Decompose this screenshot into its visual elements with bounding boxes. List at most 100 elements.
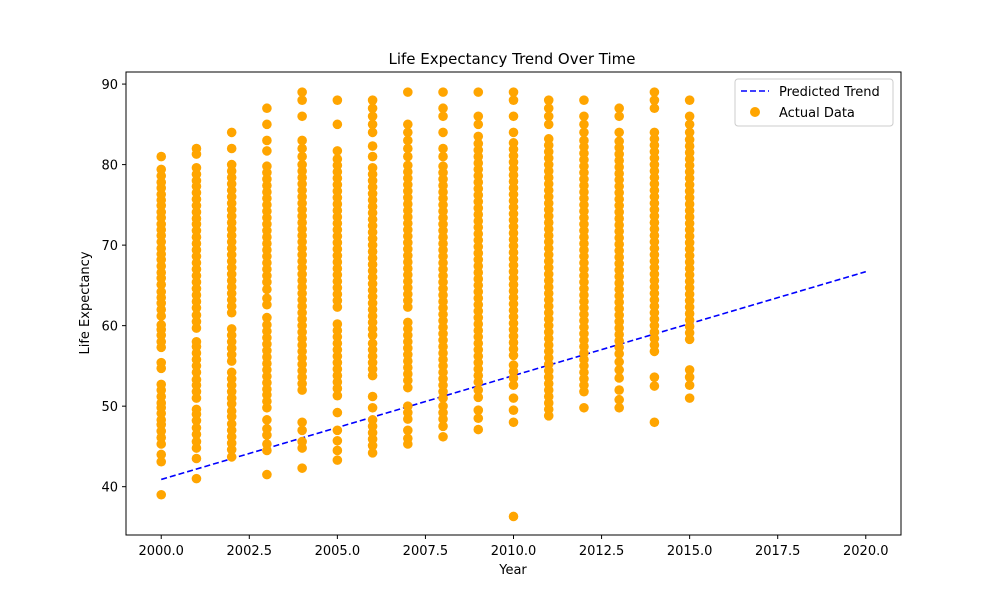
scatter-point: [226, 419, 237, 429]
scatter-point: [438, 103, 448, 114]
scatter-point: [297, 463, 307, 473]
scatter-point: [508, 360, 519, 370]
scatter-point: [332, 435, 343, 446]
scatter-point: [191, 436, 202, 447]
scatter-point: [367, 141, 378, 151]
scatter-point: [191, 423, 202, 433]
scatter-point: [543, 119, 554, 130]
y-tick-label: 40: [101, 481, 118, 496]
scatter-point: [226, 127, 237, 138]
scatter-point: [614, 103, 624, 114]
scatter-point: [367, 127, 378, 138]
scatter-point: [156, 164, 167, 175]
x-tick-label: 2020.0: [843, 544, 889, 559]
scatter-point: [403, 143, 413, 154]
scatter-point: [649, 417, 660, 428]
scatter-point: [403, 433, 413, 444]
scatter-point: [649, 103, 660, 114]
scatter-point: [297, 425, 307, 436]
legend-dot-swatch: [750, 107, 760, 117]
scatter-point: [226, 367, 237, 378]
x-tick-label: 2002.5: [227, 544, 273, 559]
scatter-point: [543, 103, 554, 114]
scatter-point: [191, 336, 202, 347]
scatter-point: [297, 135, 307, 146]
scatter-point: [297, 151, 307, 162]
scatter-point: [508, 393, 519, 403]
legend-box: [734, 78, 894, 127]
scatter-point: [684, 380, 695, 391]
scatter-point: [156, 449, 167, 460]
scatter-point: [649, 372, 660, 382]
scatter-point: [226, 452, 237, 462]
scatter-point: [332, 146, 343, 156]
scatter-point: [473, 413, 484, 424]
scatter-point: [367, 119, 378, 130]
scatter-point: [649, 95, 660, 105]
x-tick-label: 2015.0: [667, 544, 713, 559]
scatter-point: [332, 407, 343, 418]
scatter-point: [684, 134, 695, 145]
scatter-point: [191, 374, 202, 385]
scatter-point: [438, 143, 448, 154]
scatter-point: [543, 134, 554, 144]
scatter-point: [297, 95, 307, 105]
scatter-point: [367, 95, 378, 105]
scatter-point: [614, 365, 624, 375]
scatter-point: [438, 431, 448, 442]
scatter-point: [262, 320, 272, 330]
scatter-point: [262, 469, 272, 480]
y-tick-label: 90: [101, 78, 118, 93]
scatter-point: [473, 385, 484, 395]
scatter-point: [297, 143, 307, 154]
scatter-point: [438, 111, 448, 122]
scatter-point: [438, 161, 448, 172]
scatter-point: [191, 404, 202, 415]
legend: Predicted Trend Actual Data: [734, 78, 894, 127]
scatter-point: [684, 365, 695, 375]
scatter-point: [332, 445, 343, 456]
y-tick-label: 70: [101, 239, 118, 254]
y-tick-label: 60: [101, 320, 118, 335]
scatter-point: [191, 310, 202, 320]
scatter-point: [543, 111, 554, 122]
scatter-point: [438, 151, 448, 162]
scatter-point: [403, 135, 413, 146]
scatter-point: [226, 159, 237, 170]
x-axis-title: Year: [498, 563, 527, 578]
scatter-point: [367, 338, 378, 349]
scatter-point: [367, 415, 378, 425]
scatter-point: [684, 95, 695, 105]
scatter-point: [332, 119, 343, 130]
scatter-point: [508, 405, 519, 415]
scatter-point: [684, 111, 695, 122]
scatter-point: [473, 392, 484, 403]
scatter-point: [367, 151, 378, 162]
scatter-point: [262, 135, 272, 146]
scatter-point: [403, 127, 413, 138]
scatter-point: [226, 143, 237, 154]
scatter-point: [579, 119, 589, 130]
scatter-point: [156, 357, 167, 368]
scatter-point: [684, 127, 695, 138]
scatter-point: [684, 372, 695, 382]
scatter-point: [262, 161, 272, 172]
x-tick-label: 2000.0: [138, 544, 184, 559]
trend-line: [161, 270, 866, 481]
scatter-point: [508, 380, 519, 391]
scatter-point: [191, 143, 202, 154]
scatter-point: [614, 385, 624, 395]
scatter-point: [156, 379, 167, 390]
scatter-point: [579, 95, 589, 105]
scatter-point: [403, 425, 413, 436]
x-tick-label: 2007.5: [403, 544, 449, 559]
scatter-point: [403, 317, 413, 328]
scatter-point: [508, 111, 519, 122]
scatter-point: [508, 95, 519, 105]
scatter-point: [156, 287, 167, 297]
scatter-point: [649, 127, 660, 138]
scatter-point: [438, 401, 448, 411]
scatter-point: [262, 439, 272, 449]
scatter-point: [367, 111, 378, 122]
